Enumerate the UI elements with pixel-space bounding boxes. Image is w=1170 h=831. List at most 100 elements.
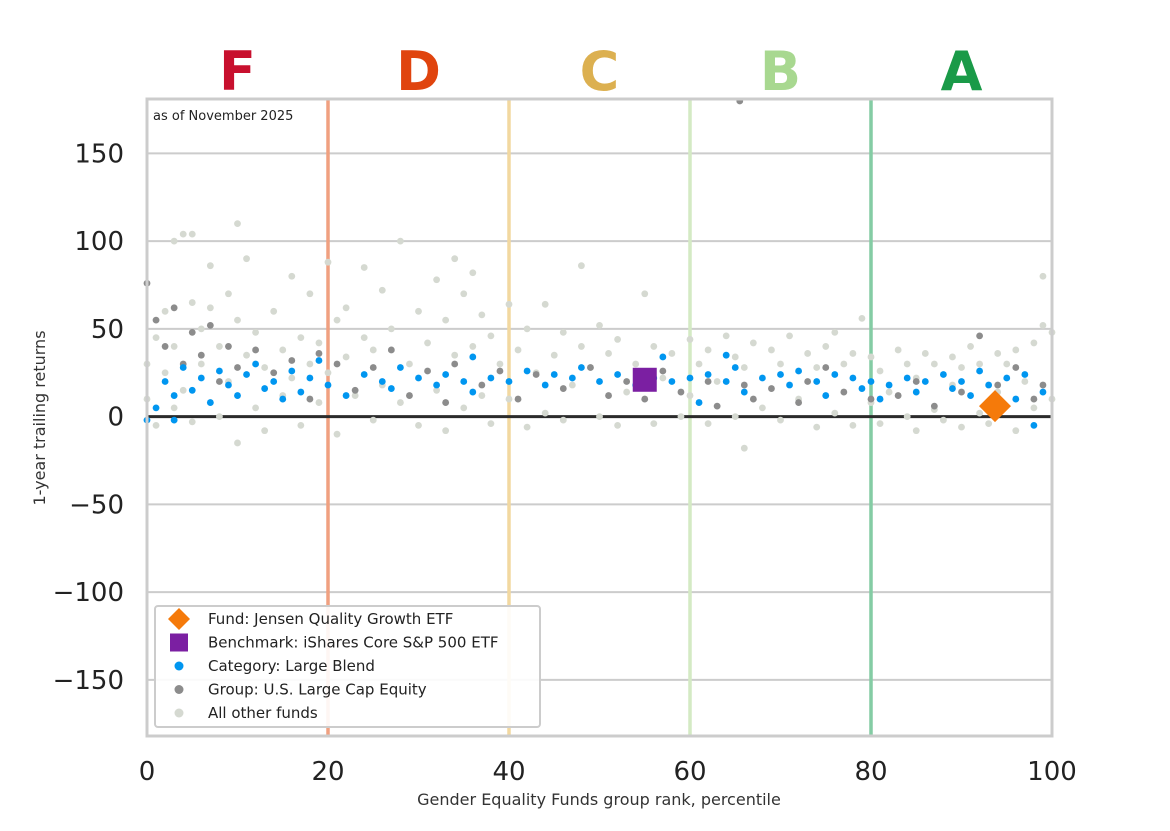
all-other-funds-point	[786, 332, 793, 340]
group-point	[197, 351, 205, 359]
all-other-funds-point	[351, 392, 359, 399]
x-tick-label: 40	[492, 757, 525, 787]
all-other-funds-point	[288, 374, 296, 382]
category-point	[387, 385, 395, 392]
x-tick-labels: 0 20 40 60 80 100	[139, 757, 1077, 787]
category-point	[297, 388, 305, 396]
all-other-funds-point	[921, 350, 929, 357]
all-other-funds-point	[451, 351, 459, 359]
all-other-funds-point	[161, 307, 169, 315]
all-other-funds-point	[949, 353, 956, 361]
all-other-funds-point	[315, 339, 323, 347]
category-point	[976, 367, 983, 375]
all-other-funds-point	[216, 413, 223, 421]
category-point	[206, 399, 214, 406]
category-point	[740, 388, 748, 396]
all-other-funds-point	[985, 420, 993, 428]
category-point	[469, 388, 477, 396]
group-point	[822, 364, 830, 371]
all-other-funds-point	[578, 262, 585, 270]
all-other-funds-point	[903, 413, 911, 421]
legend-marker	[170, 633, 188, 652]
all-other-funds-point	[261, 364, 269, 371]
fund-point	[978, 390, 1011, 423]
y-tick-label: 0	[107, 403, 124, 433]
category-point	[903, 374, 911, 382]
category-point	[170, 392, 178, 399]
legend-label: All other funds	[208, 704, 318, 722]
category-point	[288, 367, 296, 375]
all-other-funds-point	[849, 421, 857, 429]
all-other-funds-point	[749, 339, 757, 347]
group-point	[713, 402, 721, 410]
y-tick-label: 100	[74, 227, 124, 257]
all-other-funds-point	[632, 360, 640, 368]
grade-label-f: F	[219, 40, 256, 103]
all-other-funds-point	[777, 360, 784, 368]
group-point	[351, 386, 359, 394]
group-point	[804, 378, 812, 385]
category-point	[378, 378, 386, 385]
category-point	[541, 381, 549, 389]
category-point	[985, 381, 993, 389]
grade-label-d: D	[396, 40, 441, 103]
all-other-funds-point	[641, 290, 649, 298]
all-other-funds-point	[387, 325, 395, 333]
group-point	[170, 304, 178, 312]
all-other-funds-point	[568, 381, 576, 389]
all-other-funds-point	[759, 404, 766, 412]
category-point	[505, 378, 513, 385]
category-point	[469, 353, 477, 361]
all-other-funds-point	[469, 343, 477, 350]
all-other-funds-point	[433, 386, 440, 394]
category-point	[415, 374, 422, 382]
all-other-funds-point	[505, 395, 513, 403]
all-other-funds-point	[324, 258, 332, 266]
category-point	[487, 374, 495, 382]
all-other-funds-point	[930, 360, 938, 368]
all-other-funds-point	[849, 350, 857, 357]
category-point	[940, 371, 947, 378]
category-point	[324, 381, 332, 389]
all-other-funds-point	[161, 369, 169, 377]
group-point	[1039, 381, 1047, 389]
group-point	[740, 381, 748, 389]
all-other-funds-point	[876, 367, 884, 375]
legend-label: Benchmark: iShares Core S&P 500 ETF	[208, 634, 498, 652]
all-other-funds-point	[333, 316, 341, 324]
group-point	[188, 328, 196, 336]
all-other-funds-point	[342, 353, 350, 361]
all-other-funds-point	[958, 423, 965, 431]
y-tick-label: −150	[53, 666, 124, 696]
all-other-funds-point	[912, 427, 920, 435]
category-point	[885, 381, 893, 389]
all-other-funds-point	[813, 423, 821, 431]
all-other-funds-point	[831, 328, 839, 336]
group-point	[994, 381, 1002, 389]
all-other-funds-point	[505, 300, 513, 308]
category-point	[731, 364, 739, 371]
category-point	[315, 357, 323, 364]
category-point	[695, 399, 703, 406]
all-other-funds-point	[243, 255, 250, 263]
category-point	[596, 378, 603, 385]
category-point	[161, 378, 169, 385]
category-point	[912, 388, 920, 396]
category-point	[360, 371, 368, 378]
group-point	[161, 343, 169, 350]
all-other-funds-point	[668, 350, 676, 357]
category-point	[197, 374, 205, 382]
as-of-annotation: as of November 2025	[153, 109, 293, 124]
group-point	[406, 392, 413, 399]
grade-label-c: C	[580, 40, 620, 103]
group-point	[216, 378, 223, 385]
category-point	[849, 374, 857, 382]
category-point	[1003, 374, 1011, 382]
category-point	[261, 385, 269, 392]
grade-label-a: A	[941, 40, 983, 103]
all-other-funds-point	[315, 399, 323, 406]
all-other-funds-point	[514, 346, 522, 354]
all-other-funds-point	[1030, 404, 1038, 412]
all-other-funds-point	[487, 332, 495, 340]
